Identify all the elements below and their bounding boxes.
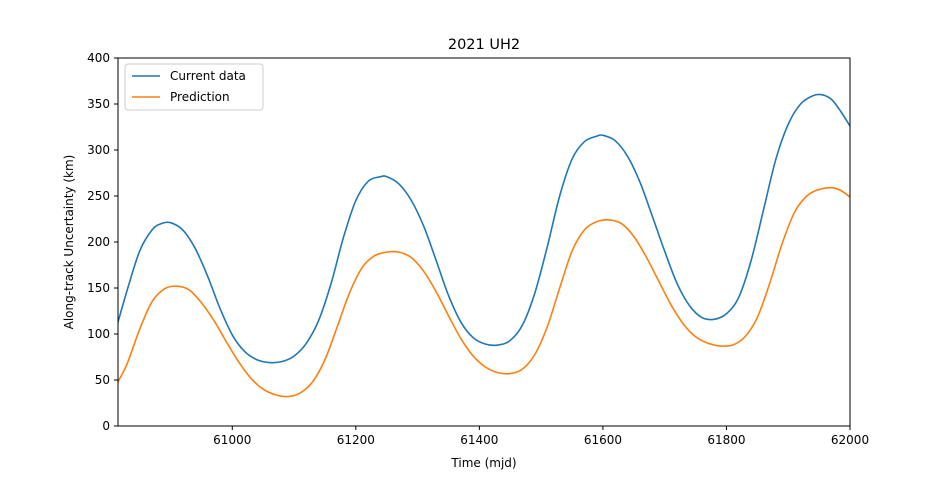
y-tick-label: 200 bbox=[87, 235, 110, 249]
series-line-2 bbox=[118, 186, 850, 398]
y-tick-label: 300 bbox=[87, 143, 110, 157]
y-tick-label: 100 bbox=[87, 327, 110, 341]
x-tick-label: 61200 bbox=[337, 433, 375, 447]
chart-title: 2021 UH2 bbox=[448, 37, 520, 53]
y-axis-label: Along-track Uncertainty (km) bbox=[62, 155, 76, 330]
x-tick-label: 62000 bbox=[831, 433, 869, 447]
x-tick-label: 61800 bbox=[707, 433, 745, 447]
series-line-1 bbox=[118, 93, 850, 364]
legend-label: Current data bbox=[170, 69, 246, 83]
x-tick-label: 61600 bbox=[584, 433, 622, 447]
y-tick-label: 350 bbox=[87, 97, 110, 111]
series-group bbox=[118, 93, 850, 398]
x-tick-label: 61400 bbox=[460, 433, 498, 447]
legend: Current data Prediction bbox=[124, 63, 264, 111]
x-tick-label: 61000 bbox=[213, 433, 251, 447]
y-tick-label: 50 bbox=[95, 373, 110, 387]
y-tick-label: 150 bbox=[87, 281, 110, 295]
y-axis: 0 50 100 150 200 250 300 350 400 bbox=[87, 51, 118, 433]
legend-label: Prediction bbox=[170, 90, 230, 104]
y-tick-label: 0 bbox=[102, 419, 110, 433]
y-tick-label: 400 bbox=[87, 51, 110, 65]
x-axis: 61000 61200 61400 61600 61800 62000 bbox=[213, 426, 869, 447]
y-tick-label: 250 bbox=[87, 189, 110, 203]
x-axis-label: Time (mjd) bbox=[450, 456, 516, 470]
